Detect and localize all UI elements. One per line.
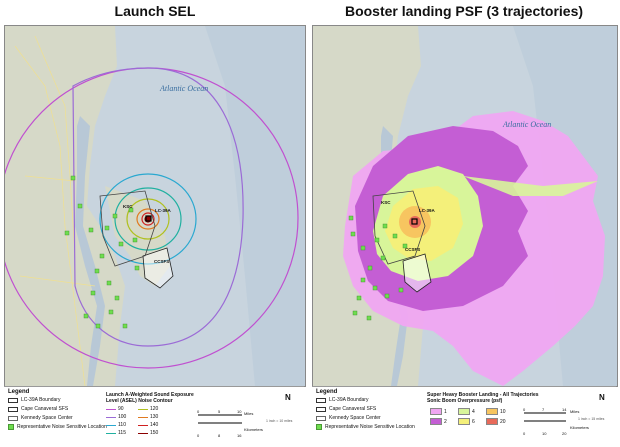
left-panel-title: Launch SEL (114, 3, 196, 19)
north-arrow: N (599, 393, 605, 402)
contour-legend-title: Launch A-Weighted Sound Exposure Level (… (106, 392, 194, 404)
right-panel-title: Booster landing PSF (3 trajectories) (344, 3, 584, 19)
north-arrow: N (285, 393, 291, 402)
contour-legend-100: 100 (106, 414, 126, 420)
ksc-label: KSC (381, 200, 391, 205)
psf-legend-6: 6 (458, 418, 475, 425)
contour-legend-140: 140 (138, 422, 158, 428)
ccsfs-label: CCSFS (405, 247, 421, 252)
land-mass (5, 26, 125, 386)
launch-sel-map-canvas (5, 26, 305, 386)
launch-sel-map[interactable]: Atlantic Ocean LC-39A KSC CCSFS (4, 25, 306, 387)
ccsfs-label: CCSFS (154, 259, 170, 264)
noise-sensitive-locations (64, 175, 140, 329)
ocean-label: Atlantic Ocean (503, 120, 552, 129)
scale-mile-1: 7 (542, 407, 545, 412)
scale-mile-0: 0 (197, 409, 200, 414)
legend-item-ksc: Kennedy Space Center (8, 415, 73, 421)
scale-km-0: 0 (197, 433, 200, 438)
ocean-label: Atlantic Ocean (160, 84, 209, 93)
contour-legend-150: 150 (138, 430, 158, 436)
contour-legend-110: 110 (106, 422, 126, 428)
psf-legend-20: 20 (486, 418, 506, 425)
roads (14, 35, 96, 386)
legend-heading: Legend (316, 389, 338, 395)
contour-115 (114, 187, 182, 251)
lagoon (75, 116, 105, 386)
scale-km-0: 0 (523, 431, 526, 436)
pad-label: LC-39A (419, 208, 435, 213)
noise-sensitive-locations (348, 215, 408, 321)
psf-legend-10: 10 (486, 408, 506, 415)
scale-mile-0: 0 (523, 407, 526, 412)
psf-legend-2: 2 (430, 418, 447, 425)
scale-miles-label: Miles (570, 409, 580, 414)
scale-mile-2: 10 (237, 409, 242, 414)
ccsfs-boundary (402, 253, 432, 293)
scale-mile-2: 14 (562, 407, 567, 412)
right-legend: Legend LC-39A Boundary Cape Canaveral SF… (312, 386, 616, 445)
pad-label: LC-39A (155, 208, 171, 213)
legend-item-noise-location: Representative Noise Sensitive Location (8, 424, 107, 430)
legend-item-ccsfs: Cape Canaveral SFS (8, 406, 68, 412)
legend-heading: Legend (8, 389, 30, 395)
asel-contours (5, 67, 299, 369)
contour-130 (136, 208, 160, 230)
scale-km-2: 20 (562, 431, 567, 436)
lc39a-boundary (411, 218, 418, 225)
legend-item-ccsfs: Cape Canaveral SFS (316, 406, 376, 412)
scale-ratio: 1 inch = 15 miles (578, 417, 605, 421)
contour-100 (72, 67, 244, 347)
legend-item-lc39a: LC-39A Boundary (316, 397, 368, 403)
booster-psf-map[interactable]: Atlantic Ocean LC-39A KSC CCSFS (312, 25, 618, 387)
contour-legend-130: 130 (138, 414, 158, 420)
scale-mile-1: 5 (218, 409, 221, 414)
scale-ratio: 1 inch = 10 miles (266, 419, 293, 423)
contour-legend-115: 115 (106, 430, 126, 436)
legend-item-lc39a: LC-39A Boundary (8, 397, 60, 403)
scale-km-label: Kilometers (570, 425, 589, 430)
legend-item-noise-location: Representative Noise Sensitive Location (316, 424, 415, 430)
legend-item-ksc: Kennedy Space Center (316, 415, 381, 421)
psf-legend-4: 4 (458, 408, 475, 415)
left-scale-bar (198, 414, 242, 424)
trajectory-streak (463, 176, 598, 196)
contour-120 (126, 198, 170, 240)
scale-km-1: 10 (542, 431, 547, 436)
shelf-shading (205, 26, 305, 386)
scale-km-2: 16 (237, 433, 242, 438)
contour-legend-120: 120 (138, 406, 158, 412)
lc39a-boundary (145, 215, 152, 222)
contour-140 (141, 212, 155, 226)
ksc-label: KSC (123, 204, 133, 209)
booster-psf-map-canvas (313, 26, 617, 386)
scale-km-1: 8 (218, 433, 221, 438)
psf-legend-title: Super Heavy Booster Landing - All Trajec… (427, 392, 539, 404)
ccsfs-boundary (142, 247, 174, 289)
scale-km-label: Kilometers (244, 427, 263, 432)
left-legend: Legend LC-39A Boundary Cape Canaveral SF… (4, 386, 304, 445)
psf-legend-1: 1 (430, 408, 447, 415)
contour-legend-90: 90 (106, 406, 124, 412)
psf-20-zone (409, 216, 421, 228)
scale-miles-label: Miles (244, 411, 254, 416)
ksc-boundary (372, 190, 426, 265)
right-scale-bar (524, 412, 566, 422)
